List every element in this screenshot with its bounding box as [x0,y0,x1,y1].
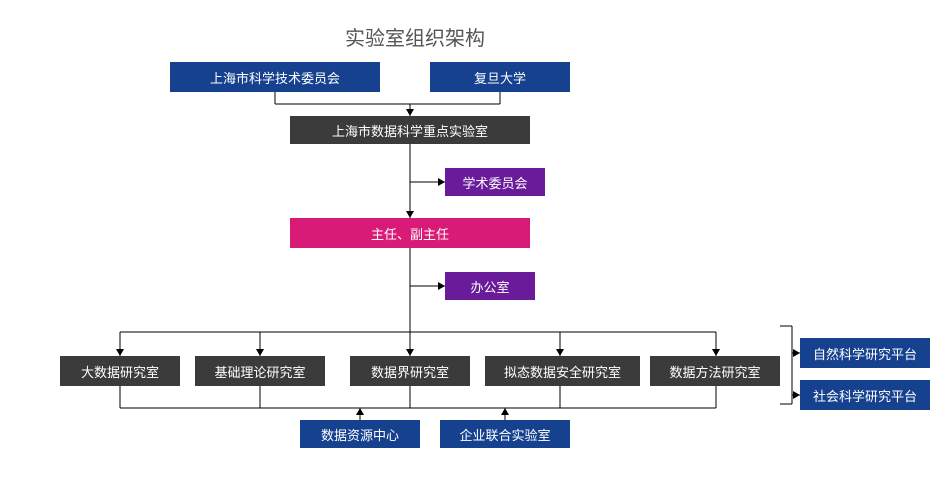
node-lab-method: 数据方法研究室 [650,356,780,386]
node-sh-scitech: 上海市科学技术委员会 [170,62,380,92]
node-lab-theory: 基础理论研究室 [195,356,325,386]
node-fudan: 复旦大学 [430,62,570,92]
chart-title: 实验室组织架构 [285,22,545,51]
node-key-lab: 上海市数据科学重点实验室 [290,116,530,144]
node-directors: 主任、副主任 [290,218,530,248]
node-platform-nat: 自然科学研究平台 [800,338,930,368]
node-acad-comm: 学术委员会 [445,168,545,196]
org-chart: 实验室组织架构 上海市科学技术委员会 复旦大学上海市数据科学重点实验室学术委员会主… [0,0,940,500]
node-lab-dataworld: 数据界研究室 [350,356,470,386]
node-office: 办公室 [445,272,535,300]
node-lab-security: 拟态数据安全研究室 [485,356,640,386]
node-data-center: 数据资源中心 [300,420,420,448]
node-ent-joint: 企业联合实验室 [440,420,570,448]
node-lab-bigdata: 大数据研究室 [60,356,180,386]
node-platform-soc: 社会科学研究平台 [800,380,930,410]
